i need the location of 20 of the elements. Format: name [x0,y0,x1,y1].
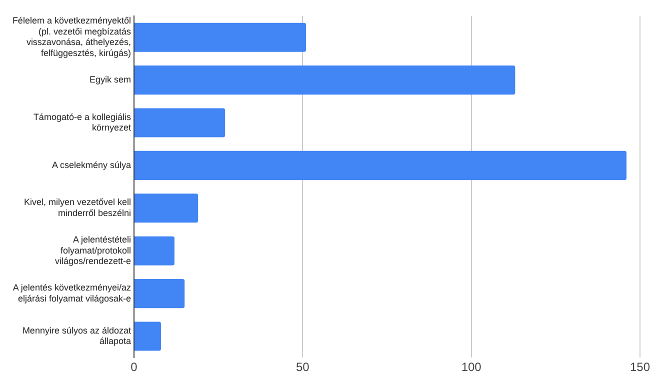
y-tick-label: Egyik sem [89,74,131,85]
y-tick-label: Támogató-e a kollegiális környezet [33,112,132,133]
y-tick-label: Kivel, milyen vezetővel kell minderről beszélni [24,197,131,218]
x-tick-label: 100 [461,360,482,374]
x-tick-label: 0 [130,360,138,374]
x-tick-label: 150 [630,360,650,374]
y-tick-label: A jelentés következményei/az eljárási folyamat világosak-e [12,282,132,304]
y-tick-label: Mennyire súlyos az áldozat állapota [22,325,132,346]
bar [134,22,306,52]
y-tick-label: A cselekmény súlya [52,160,131,170]
bar [134,150,627,180]
y-tick-label: A jelentéstételi folyamat/protokoll világos/rendezett-e [54,234,131,266]
bar [134,194,198,223]
bar [134,66,516,95]
bar [134,108,226,138]
bar [134,322,161,351]
x-tick-label: 50 [296,360,310,374]
bar [134,236,174,266]
y-tick-label: Félelem a következményektől (pl. vezetői megbízatás visszavonása, áthelyezés, felfüggesztés, kirúgás) [12,16,132,58]
bar [134,279,185,308]
